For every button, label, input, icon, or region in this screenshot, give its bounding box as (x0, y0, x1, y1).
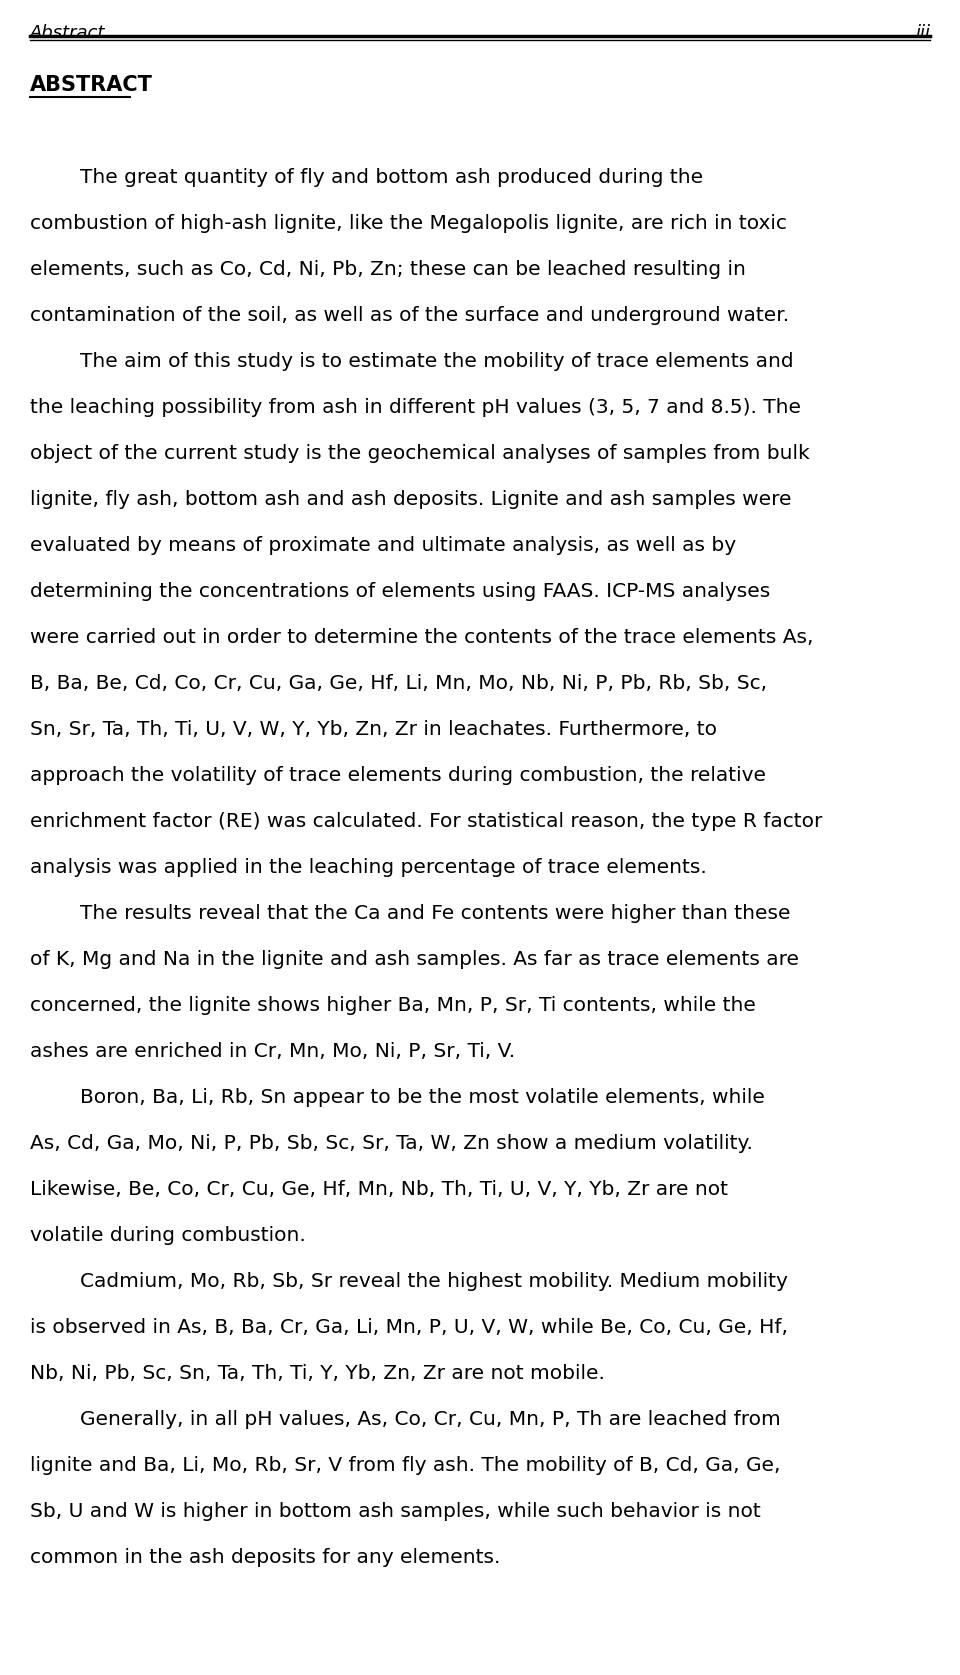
Text: volatile during combustion.: volatile during combustion. (30, 1226, 305, 1245)
Text: Nb, Ni, Pb, Sc, Sn, Ta, Th, Ti, Y, Yb, Zn, Zr are not mobile.: Nb, Ni, Pb, Sc, Sn, Ta, Th, Ti, Y, Yb, Z… (30, 1363, 605, 1384)
Text: combustion of high-ash lignite, like the Megalopolis lignite, are rich in toxic: combustion of high-ash lignite, like the… (30, 214, 787, 233)
Text: were carried out in order to determine the contents of the trace elements As,: were carried out in order to determine t… (30, 628, 813, 647)
Text: evaluated by means of proximate and ultimate analysis, as well as by: evaluated by means of proximate and ulti… (30, 536, 736, 554)
Text: determining the concentrations of elements using FAAS. ICP-MS analyses: determining the concentrations of elemen… (30, 581, 770, 601)
Text: B, Ba, Be, Cd, Co, Cr, Cu, Ga, Ge, Hf, Li, Mn, Mo, Nb, Ni, P, Pb, Rb, Sb, Sc,: B, Ba, Be, Cd, Co, Cr, Cu, Ga, Ge, Hf, L… (30, 673, 767, 693)
Text: As, Cd, Ga, Mo, Ni, P, Pb, Sb, Sc, Sr, Ta, W, Zn show a medium volatility.: As, Cd, Ga, Mo, Ni, P, Pb, Sb, Sc, Sr, T… (30, 1134, 753, 1152)
Text: Sb, U and W is higher in bottom ash samples, while such behavior is not: Sb, U and W is higher in bottom ash samp… (30, 1502, 760, 1521)
Text: Cadmium, Mo, Rb, Sb, Sr reveal the highest mobility. Medium mobility: Cadmium, Mo, Rb, Sb, Sr reveal the highe… (80, 1271, 788, 1291)
Text: approach the volatility of trace elements during combustion, the relative: approach the volatility of trace element… (30, 765, 766, 786)
Text: common in the ash deposits for any elements.: common in the ash deposits for any eleme… (30, 1548, 500, 1568)
Text: Likewise, Be, Co, Cr, Cu, Ge, Hf, Mn, Nb, Th, Ti, U, V, Y, Yb, Zr are not: Likewise, Be, Co, Cr, Cu, Ge, Hf, Mn, Nb… (30, 1179, 728, 1199)
Text: Boron, Ba, Li, Rb, Sn appear to be the most volatile elements, while: Boron, Ba, Li, Rb, Sn appear to be the m… (80, 1089, 765, 1107)
Text: object of the current study is the geochemical analyses of samples from bulk: object of the current study is the geoch… (30, 444, 809, 462)
Text: ashes are enriched in Cr, Mn, Mo, Ni, P, Sr, Ti, V.: ashes are enriched in Cr, Mn, Mo, Ni, P,… (30, 1042, 516, 1060)
Text: the leaching possibility from ash in different pH values (3, 5, 7 and 8.5). The: the leaching possibility from ash in dif… (30, 399, 801, 417)
Text: Sn, Sr, Ta, Th, Ti, U, V, W, Y, Yb, Zn, Zr in leachates. Furthermore, to: Sn, Sr, Ta, Th, Ti, U, V, W, Y, Yb, Zn, … (30, 720, 717, 739)
Text: lignite, fly ash, bottom ash and ash deposits. Lignite and ash samples were: lignite, fly ash, bottom ash and ash dep… (30, 491, 791, 509)
Text: ABSTRACT: ABSTRACT (30, 75, 153, 95)
Text: Generally, in all pH values, As, Co, Cr, Cu, Mn, P, Th are leached from: Generally, in all pH values, As, Co, Cr,… (80, 1410, 780, 1429)
Text: Abstract: Abstract (30, 23, 106, 42)
Text: The aim of this study is to estimate the mobility of trace elements and: The aim of this study is to estimate the… (80, 352, 794, 370)
Text: of K, Mg and Na in the lignite and ash samples. As far as trace elements are: of K, Mg and Na in the lignite and ash s… (30, 950, 799, 970)
Text: analysis was applied in the leaching percentage of trace elements.: analysis was applied in the leaching per… (30, 858, 707, 878)
Text: contamination of the soil, as well as of the surface and underground water.: contamination of the soil, as well as of… (30, 307, 789, 325)
Text: concerned, the lignite shows higher Ba, Mn, P, Sr, Ti contents, while the: concerned, the lignite shows higher Ba, … (30, 997, 756, 1015)
Text: The results reveal that the Ca and Fe contents were higher than these: The results reveal that the Ca and Fe co… (80, 905, 790, 923)
Text: lignite and Ba, Li, Mo, Rb, Sr, V from fly ash. The mobility of B, Cd, Ga, Ge,: lignite and Ba, Li, Mo, Rb, Sr, V from f… (30, 1456, 780, 1476)
Text: elements, such as Co, Cd, Ni, Pb, Zn; these can be leached resulting in: elements, such as Co, Cd, Ni, Pb, Zn; th… (30, 260, 746, 280)
Text: is observed in As, B, Ba, Cr, Ga, Li, Mn, P, U, V, W, while Be, Co, Cu, Ge, Hf,: is observed in As, B, Ba, Cr, Ga, Li, Mn… (30, 1318, 788, 1337)
Text: The great quantity of fly and bottom ash produced during the: The great quantity of fly and bottom ash… (80, 168, 703, 188)
Text: iii: iii (915, 23, 930, 42)
Text: enrichment factor (RE) was calculated. For statistical reason, the type R factor: enrichment factor (RE) was calculated. F… (30, 812, 823, 831)
